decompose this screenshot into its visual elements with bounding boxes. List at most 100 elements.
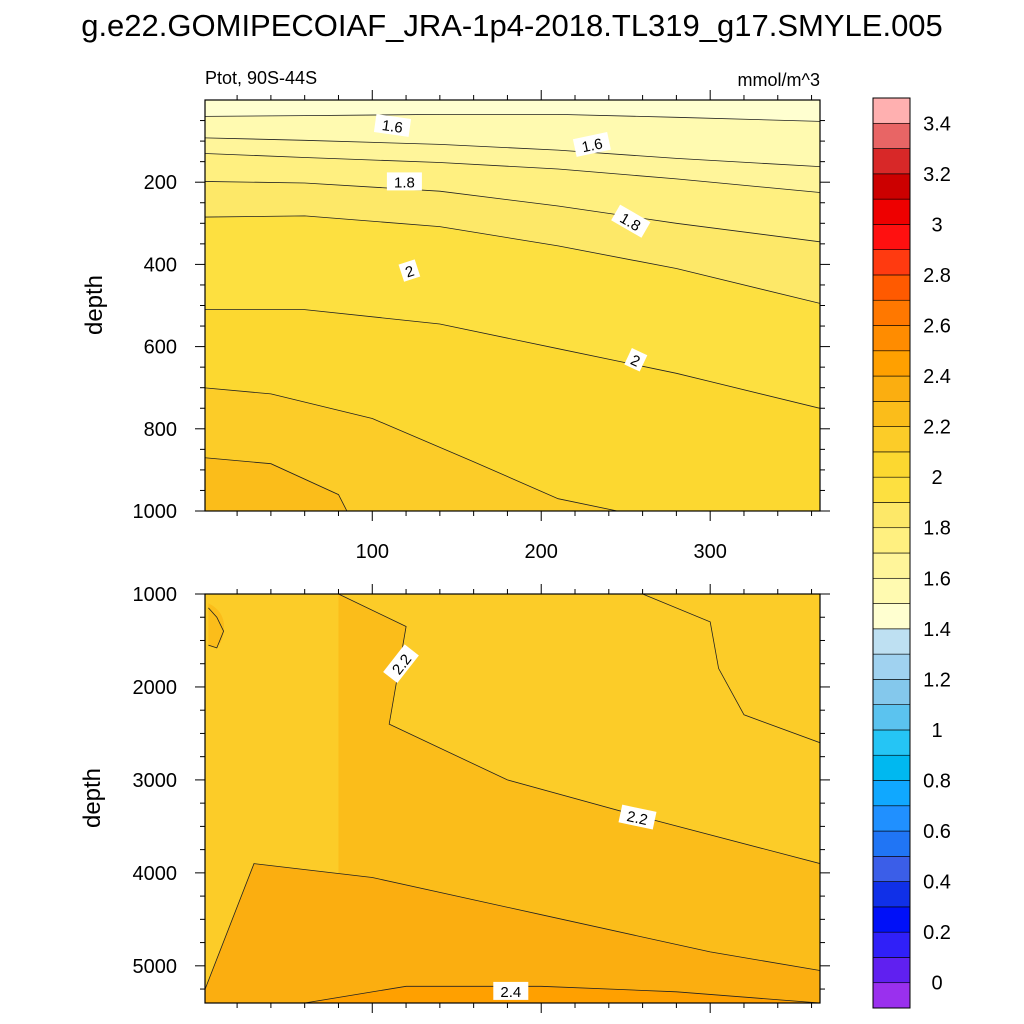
contour-label-text: 2.4 xyxy=(500,984,521,1001)
contour-label-text: 2.2 xyxy=(625,808,649,829)
colorbar-tick-label: 1.6 xyxy=(923,568,951,590)
colorbar-swatch xyxy=(872,780,911,807)
colorbar-swatch xyxy=(872,375,911,402)
contour-label: 1.6 xyxy=(572,131,611,157)
colorbar-swatch xyxy=(872,274,911,301)
contour-label: 2.4 xyxy=(493,981,529,1001)
colorbar-tick-label: 0.6 xyxy=(923,821,951,843)
colorbar-swatch xyxy=(872,148,911,175)
colorbar-swatch xyxy=(872,957,911,984)
lower-contour-lines xyxy=(205,594,820,1003)
contour-label-bg xyxy=(611,204,651,238)
contour-label-bg xyxy=(572,131,611,157)
y-tick-label: 3000 xyxy=(133,770,178,792)
y-tick-label: 200 xyxy=(144,172,177,194)
contour-label-bg xyxy=(373,114,412,137)
lower-axis-ticks: 1000 2000 3000 4000 5000 xyxy=(133,584,830,1013)
y-tick-label: 800 xyxy=(144,419,177,441)
x-tick-label: 300 xyxy=(693,541,726,563)
contour-line xyxy=(205,387,618,511)
colorbar-swatch xyxy=(872,881,911,908)
contour-line xyxy=(338,594,820,864)
colorbar-frame xyxy=(872,97,911,1009)
contour-line xyxy=(208,607,225,649)
colorbar-swatch xyxy=(872,198,911,225)
colorbar-swatch xyxy=(872,653,911,680)
colorbar-swatch xyxy=(872,299,911,326)
colorbar-swatch xyxy=(872,249,911,276)
x-tick-label: 100 xyxy=(356,541,389,563)
contour-line xyxy=(205,309,820,409)
colorbar-tick-label: 0.4 xyxy=(923,872,951,894)
contour-label-text: 1.8 xyxy=(394,174,415,191)
contour-line xyxy=(205,153,820,193)
colorbar-swatch xyxy=(872,906,911,933)
colorbar-swatch xyxy=(872,173,911,200)
colorbar-swatch xyxy=(872,628,911,655)
colorbar-swatch xyxy=(872,97,911,124)
contour-line xyxy=(205,215,820,304)
colorbar-swatch xyxy=(872,679,911,705)
upper-contour-lines xyxy=(205,114,820,511)
contour-label: 2 xyxy=(398,259,421,282)
colorbar-tick-label: 0.8 xyxy=(923,771,951,793)
contour-line xyxy=(642,594,820,744)
colorbar-swatch xyxy=(872,451,911,478)
contour-line xyxy=(205,114,820,122)
colorbar-tick-label: 3.4 xyxy=(923,113,951,135)
upper-contour-fills xyxy=(205,100,820,511)
upper-panel: Ptot, 90S-44S mmol/m^3 1.61.61.81.822 10… xyxy=(81,68,830,563)
contour-label: 1.6 xyxy=(373,114,412,137)
upper-axis-ticks: 100 200 300 200 400 600 800 1000 xyxy=(133,90,830,563)
contour-label-text: 1.6 xyxy=(381,117,404,137)
colorbar-tick-label: 1 xyxy=(931,720,942,742)
contour-label-bg xyxy=(618,804,657,830)
contour-line xyxy=(205,863,820,991)
y-tick-label: 2000 xyxy=(133,677,178,699)
colorbar-swatch xyxy=(872,325,911,352)
colorbar-swatch xyxy=(872,603,911,630)
contour-label-bg xyxy=(398,259,421,282)
contour-line xyxy=(304,985,820,1003)
contour-band xyxy=(642,594,820,743)
y-tick-label: 1000 xyxy=(133,584,178,606)
colorbar-tick-label: 1.8 xyxy=(923,518,951,540)
lower-contour-fills xyxy=(205,594,820,1003)
y-tick-label: 5000 xyxy=(133,956,178,978)
contour-label: 1.8 xyxy=(386,172,422,191)
colorbar-swatch xyxy=(872,224,911,250)
colorbar-swatch xyxy=(872,805,911,832)
x-tick-label: 200 xyxy=(525,541,558,563)
colorbar-swatch xyxy=(872,729,911,756)
colorbar-swatch xyxy=(872,856,911,882)
contour-label-bg xyxy=(624,348,648,372)
contour-label: 2 xyxy=(624,348,648,372)
y-tick-label: 1000 xyxy=(133,501,178,523)
contour-band xyxy=(304,986,820,1003)
contour-label-text: 1.6 xyxy=(580,135,604,156)
colorbar-swatch xyxy=(872,552,911,579)
contour-label-bg xyxy=(383,644,419,684)
colorbar-tick-label: 2.4 xyxy=(923,366,951,388)
figure-title: g.e22.GOMIPECOIAF_JRA-1p4-2018.TL319_g17… xyxy=(81,8,943,43)
colorbar-swatch xyxy=(872,350,911,377)
y-tick-label: 400 xyxy=(144,254,177,276)
contour-label-bg xyxy=(493,981,529,1000)
colorbar-tick-label: 2 xyxy=(931,467,942,489)
colorbar-tick-label: 1.2 xyxy=(923,669,951,691)
upper-panel-right-title: mmol/m^3 xyxy=(738,70,820,90)
colorbar: 3.4 3.2 3 2.8 2.6 2.4 2.2 2 1.8 1.6 1.4 1.2 1 0.8 0.6 0… xyxy=(872,97,951,1009)
colorbar-tick-label: 2.8 xyxy=(923,265,951,287)
lower-contour-labels: 2.22.22.4 xyxy=(383,644,657,1001)
colorbar-tick-label: 1.4 xyxy=(923,619,951,641)
contour-band xyxy=(205,863,820,1003)
colorbar-tick-label: 0 xyxy=(931,973,942,995)
contour-label-bg xyxy=(386,172,422,191)
lower-plot-frame xyxy=(204,593,821,1004)
colorbar-swatch xyxy=(872,577,911,604)
colorbar-tick-label: 2.2 xyxy=(923,417,951,439)
y-tick-label: 600 xyxy=(144,337,177,359)
colorbar-swatch xyxy=(872,704,911,731)
colorbar-tick-label: 3 xyxy=(931,214,942,236)
